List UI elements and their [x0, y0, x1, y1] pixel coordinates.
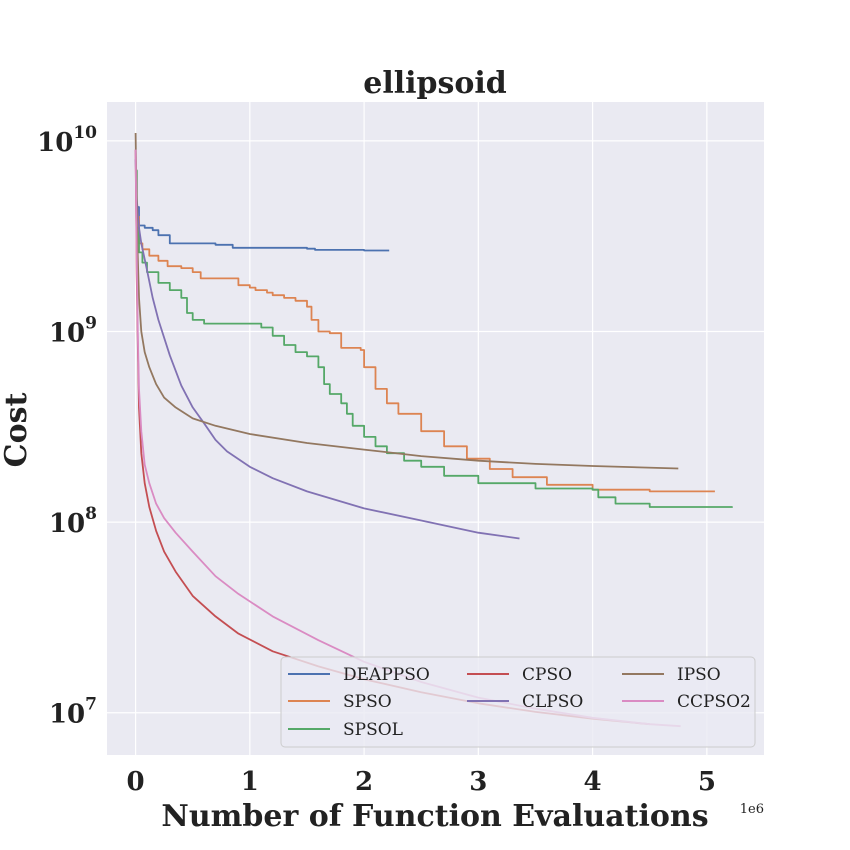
x-tick-label: 5 [698, 767, 716, 797]
series-line-spso [135, 169, 715, 493]
series-line-spsol [135, 169, 733, 508]
series-line-deappso [135, 169, 390, 252]
y-tick-label: 109 [49, 314, 97, 349]
legend-label-clpso: CLPSO [522, 692, 583, 712]
legend-label-spsol: SPSOL [343, 720, 403, 740]
x-tick-label: 2 [355, 767, 373, 797]
legend-label-cpso: CPSO [522, 665, 572, 685]
x-tick-label: 1 [241, 767, 259, 797]
y-axis-label: Cost [0, 393, 34, 468]
y-tick-exponent: 9 [85, 314, 97, 334]
y-tick-base: 10 [49, 509, 85, 539]
legend-label-spso: SPSO [343, 692, 392, 712]
series-line-ipso [134, 132, 679, 470]
chart-title: ellipsoid [363, 66, 507, 101]
x-tick-label: 0 [127, 767, 145, 797]
y-tick-label: 107 [49, 695, 97, 730]
legend-box [280, 656, 756, 748]
y-tick-base: 10 [49, 700, 85, 730]
x-axis-label: Number of Function Evaluations [161, 799, 708, 834]
legend: DEAPPSO SPSO SPSOL CPSO CLPSO IPSO CCPSO2 [280, 656, 756, 748]
y-tick-exponent: 10 [73, 123, 97, 143]
series-line-clpso [134, 159, 520, 540]
x-tick-label: 3 [469, 767, 487, 797]
y-tick-exponent: 8 [85, 504, 97, 524]
y-tick-label: 108 [49, 504, 97, 539]
y-tick-base: 10 [37, 128, 73, 158]
y-tick-label: 1010 [37, 123, 97, 158]
series-lines [134, 132, 733, 728]
y-tick-exponent: 7 [85, 695, 97, 715]
x-tick-labels: 0 1 2 3 4 5 [127, 767, 716, 797]
x-offset-label: 1e6 [740, 802, 764, 817]
legend-label-deappso: DEAPPSO [343, 665, 430, 685]
y-tick-base: 10 [49, 319, 85, 349]
x-tick-label: 4 [584, 767, 602, 797]
legend-label-ipso: IPSO [677, 665, 721, 685]
plot-background [107, 102, 764, 755]
legend-label-ccpso2: CCPSO2 [677, 692, 751, 712]
